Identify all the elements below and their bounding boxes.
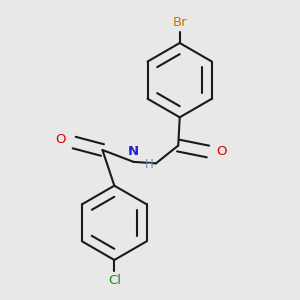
Text: H: H [145, 158, 154, 171]
Text: N: N [128, 145, 139, 158]
Text: Br: Br [172, 16, 187, 29]
Text: O: O [216, 145, 227, 158]
Text: O: O [56, 133, 66, 146]
Text: Cl: Cl [108, 274, 121, 287]
